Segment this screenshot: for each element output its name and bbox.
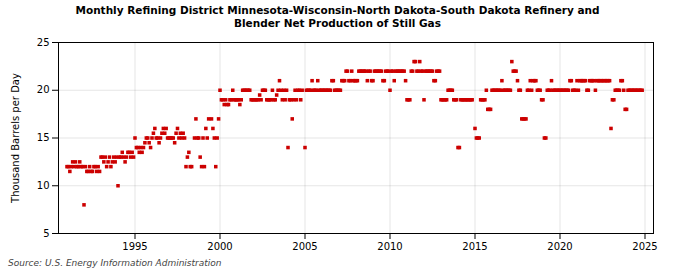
svg-text:20: 20 — [37, 84, 50, 95]
svg-text:5: 5 — [43, 228, 49, 239]
svg-text:2005: 2005 — [292, 241, 317, 252]
svg-text:2020: 2020 — [547, 241, 572, 252]
svg-text:2000: 2000 — [207, 241, 232, 252]
svg-text:2010: 2010 — [377, 241, 402, 252]
svg-text:25: 25 — [37, 37, 50, 48]
svg-text:2015: 2015 — [462, 241, 487, 252]
svg-text:Thousand Barrels per Day: Thousand Barrels per Day — [10, 73, 21, 204]
html-text:Source: U.S. Energy Informatio: Source: U.S. Energy Information Administ… — [8, 258, 222, 268]
svg-text:2025: 2025 — [632, 241, 657, 252]
html-text:Monthly Refining District Minn: Monthly Refining District Minnesota-Wisc… — [75, 4, 600, 29]
svg-text:15: 15 — [37, 132, 50, 143]
svg-text:1995: 1995 — [122, 241, 147, 252]
svg-text:10: 10 — [37, 180, 50, 191]
